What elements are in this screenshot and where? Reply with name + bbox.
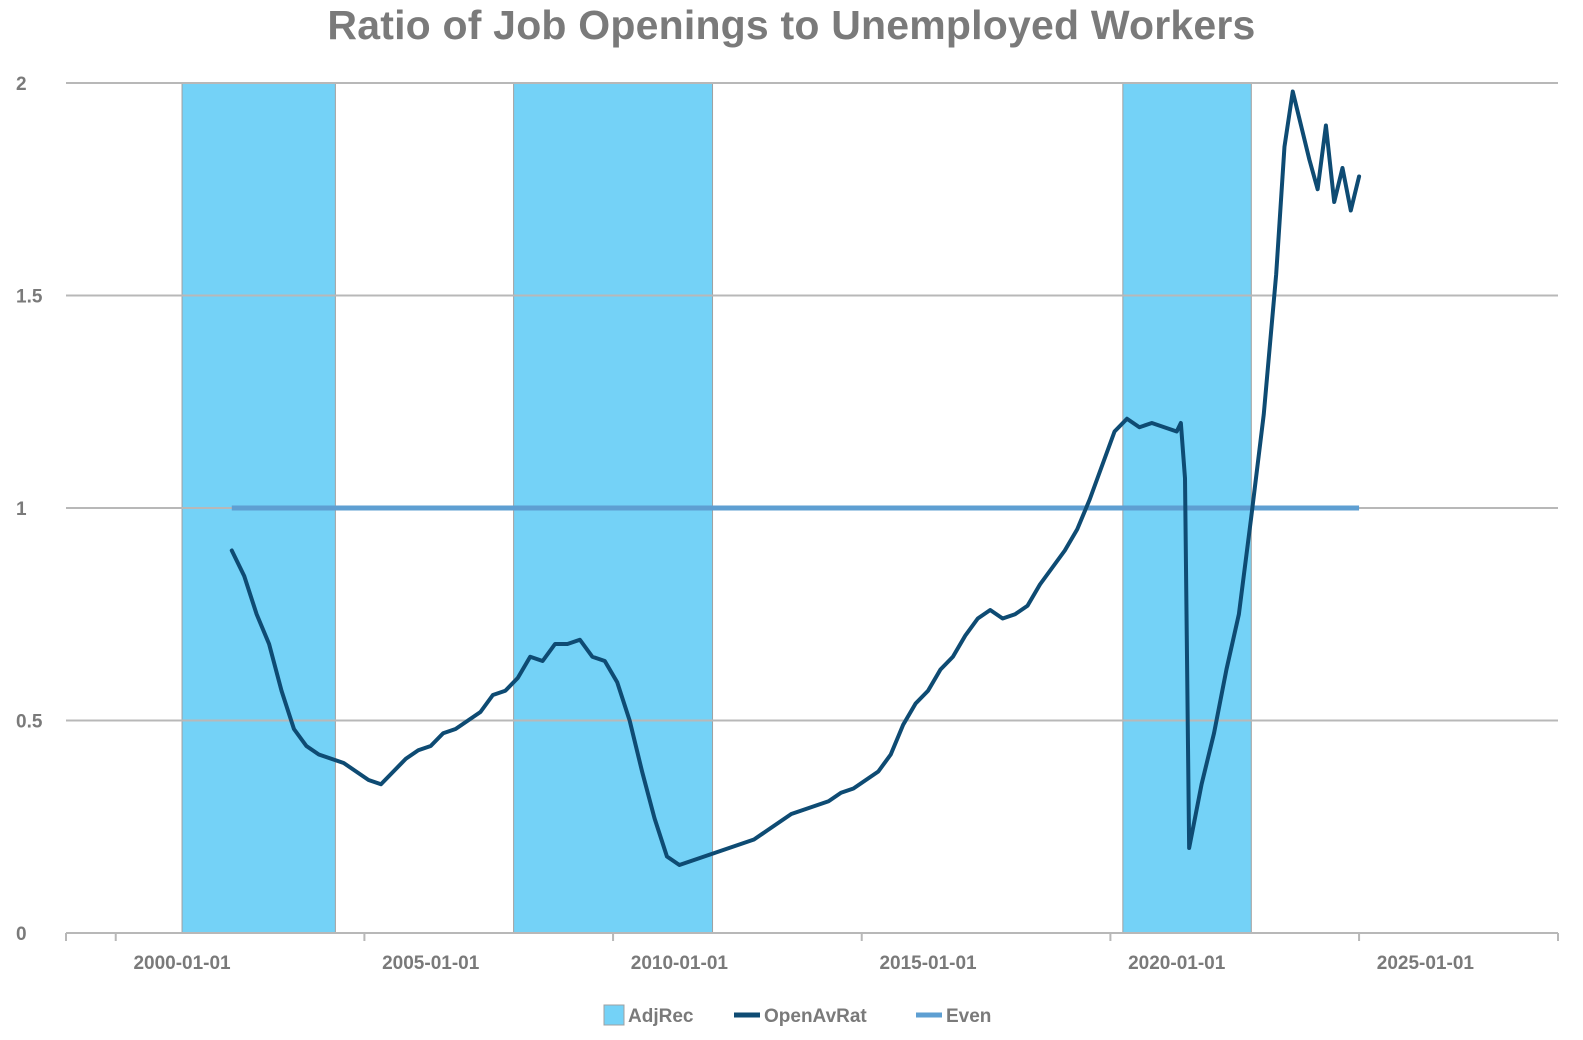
y-tick-label: 2 [16, 74, 27, 95]
y-tick-label: 1.5 [16, 287, 43, 308]
x-tick-label: 2025-01-01 [1377, 953, 1475, 974]
x-tick-label: 2010-01-01 [631, 953, 729, 974]
x-tick-label: 2015-01-01 [879, 953, 977, 974]
x-tick-label: 2005-01-01 [382, 953, 480, 974]
y-tick-label: 1 [16, 499, 27, 520]
y-tick-label: 0.5 [16, 712, 43, 733]
x-tick-label: 2020-01-01 [1128, 953, 1226, 974]
legend-label: Even [946, 1006, 991, 1027]
x-tick-label: 2000-01-01 [133, 953, 231, 974]
series-openavrat-line [229, 89, 1362, 867]
legend-label: OpenAvRat [764, 1006, 867, 1027]
y-tick-label: 0 [16, 924, 27, 945]
legend-swatch-adjrec [603, 1004, 625, 1026]
legend-label: AdjRec [628, 1006, 694, 1027]
chart-title: Ratio of Job Openings to Unemployed Work… [327, 2, 1256, 48]
